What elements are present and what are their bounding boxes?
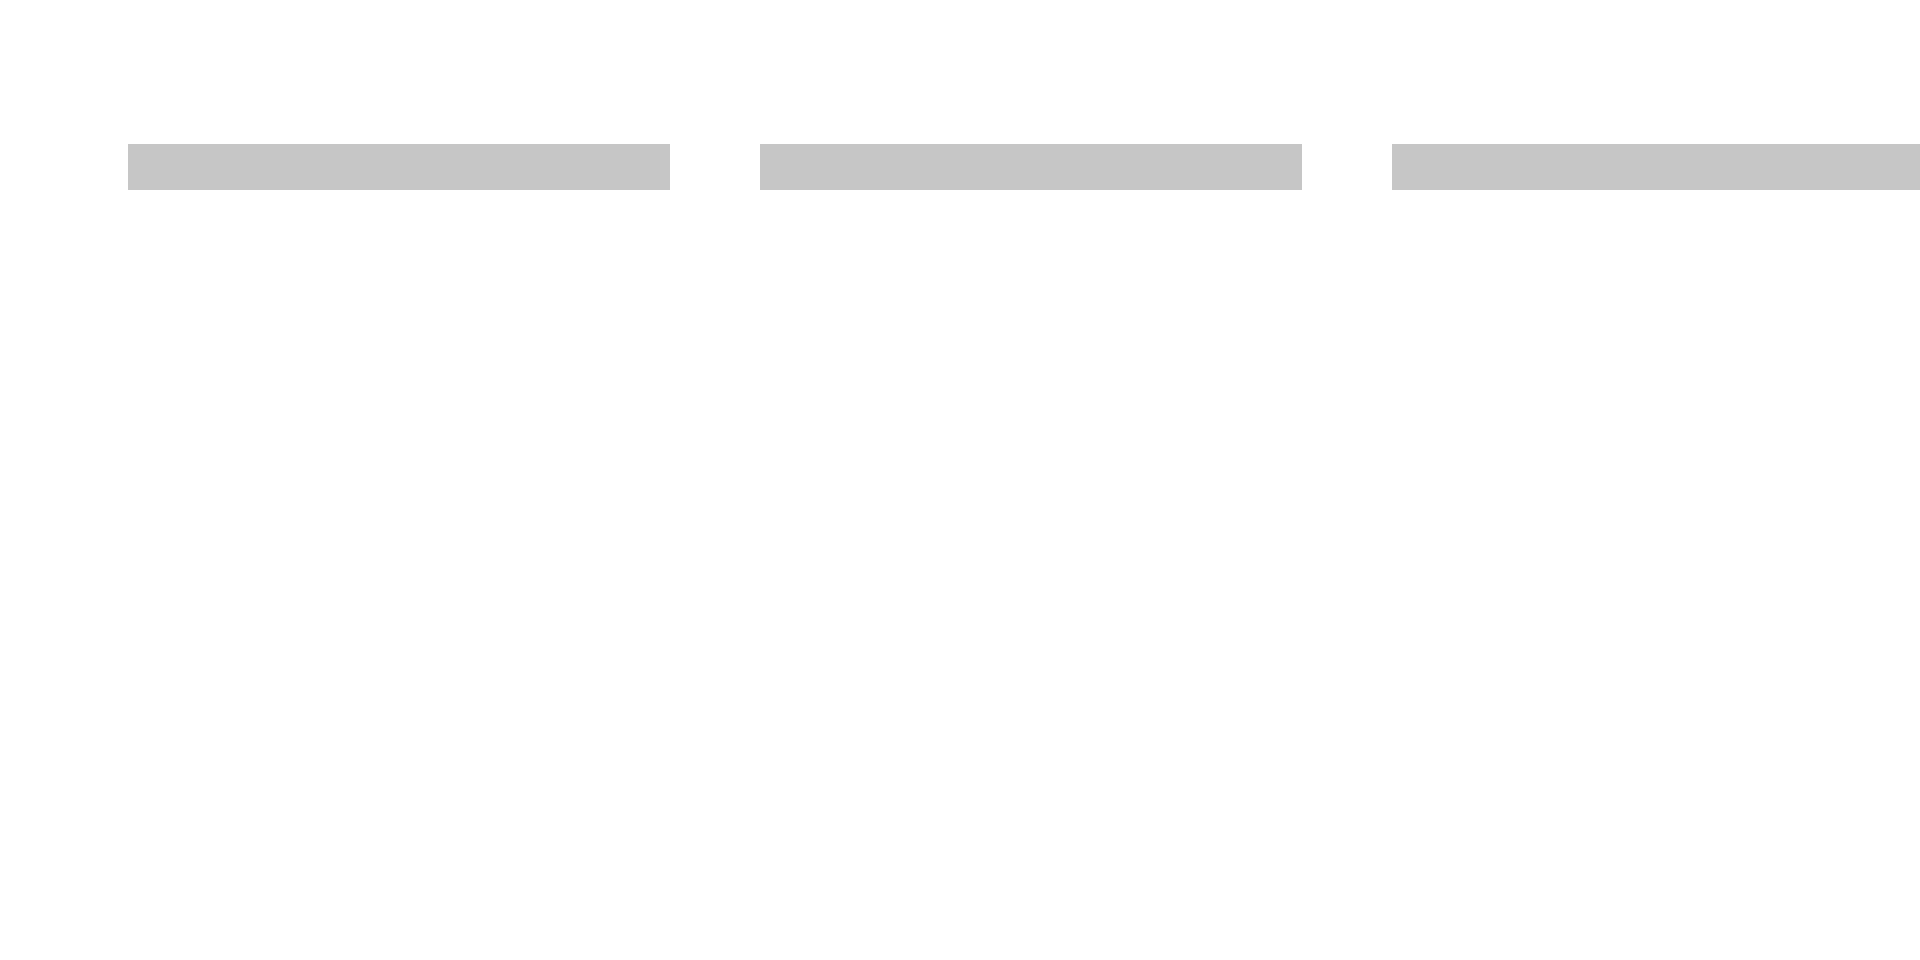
scatter-panel-blue [1302, 190, 1920, 791]
facet-strip-label-green [760, 144, 1302, 190]
scatter-panel-red [38, 190, 670, 791]
scatter-panel-green [670, 190, 1302, 791]
x-title-spacer-left [128, 797, 670, 833]
facet-red [38, 144, 670, 833]
facet-strip-label-blue [1392, 144, 1920, 190]
facet-green [670, 144, 1302, 833]
facet-blue [1302, 144, 1920, 833]
facet-row [38, 144, 1920, 833]
x-title-spacer-right [1392, 797, 1920, 833]
facet-strip-label-red [128, 144, 670, 190]
